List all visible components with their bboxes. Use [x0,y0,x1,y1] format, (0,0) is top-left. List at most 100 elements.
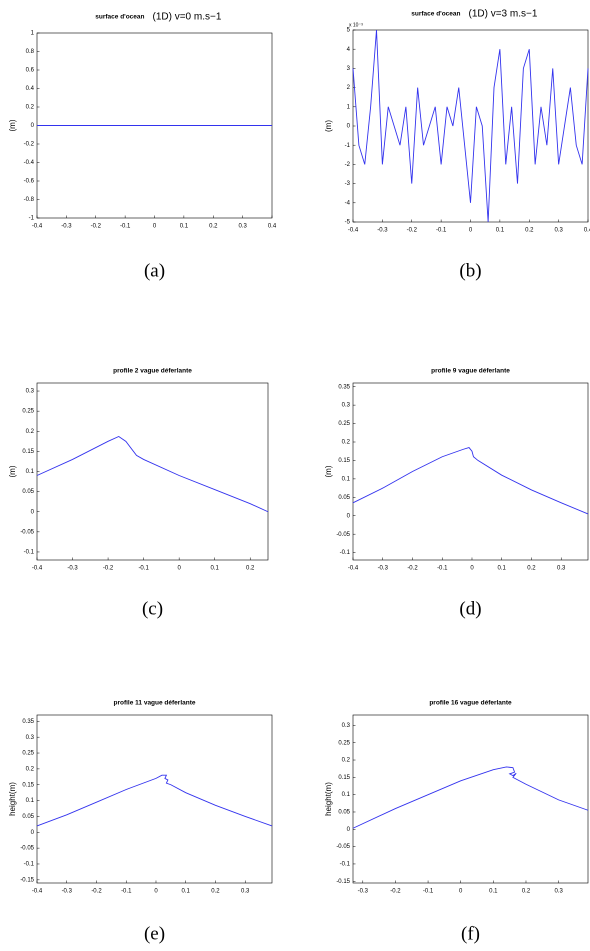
x-tick-label: -0.3 [67,566,78,572]
y-tick-label: 0.15 [338,775,350,781]
x-tick-label: 0.2 [246,566,255,572]
y-tick-label: 5 [347,28,351,34]
x-tick-label: -0.4 [32,224,43,230]
chart-subtitle: (1D) v=0 m.s−1 [153,12,222,23]
data-line [352,29,589,223]
y-tick-label: 0.1 [342,792,351,798]
x-tick-label: -0.3 [377,228,388,234]
axes-box [36,714,273,884]
x-tick-label: 0.2 [209,224,218,230]
x-tick-label: -0.2 [91,889,102,895]
y-tick-label: 2 [347,85,351,91]
chart-title: profile 9 vague déferlante [431,368,510,375]
y-tick-label: 0.8 [26,49,35,55]
y-tick-label: 0.25 [338,421,350,427]
y-tick-label: 1 [31,31,35,37]
y-tick-label: 0.05 [338,495,350,501]
y-tick-label: -0.05 [336,532,350,538]
chart-title: profile 11 vague déferlante [113,700,195,707]
y-tick-label: -0.05 [336,844,350,850]
y-tick-label: -4 [345,200,351,206]
y-tick-label: -3 [345,181,351,187]
y-tick-label: 0.2 [342,440,351,446]
y-multiplier: x 10⁻³ [349,22,363,28]
y-tick-label: 0.2 [26,429,35,435]
y-tick-label: -0.15 [336,879,350,885]
x-tick-label: 0 [469,228,473,234]
y-tick-label: 0.2 [26,766,35,772]
y-tick-label: -0.05 [20,529,34,535]
y-tick-label: 0.25 [22,409,34,415]
y-tick-label: 0.05 [22,814,34,820]
y-tick-label: -1 [29,216,35,222]
y-tick-label: -2 [345,162,351,168]
y-tick-label: -0.1 [340,550,351,556]
y-tick-label: 0.2 [342,758,351,764]
y-axis-label: height(m) [8,782,17,816]
data-line [36,774,273,827]
x-tick-label: -0.2 [407,566,418,572]
y-tick-label: -0.1 [24,862,35,868]
y-tick-label: 0.05 [338,810,350,816]
y-tick-label: 0 [31,830,35,836]
y-tick-label: -5 [345,220,351,226]
x-tick-label: -0.1 [436,228,447,234]
x-tick-label: 0.3 [554,228,563,234]
x-tick-label: 0.1 [498,566,507,572]
y-tick-label: 0.1 [26,469,35,475]
x-tick-label: 0 [153,224,157,230]
y-tick-label: 4 [347,47,351,53]
y-tick-label: 1 [347,104,351,110]
panel-caption: (c) [142,598,163,619]
x-tick-label: 0 [470,566,474,572]
axes-box [352,29,589,223]
axes-box [352,714,589,884]
x-tick-label: -0.4 [32,889,43,895]
y-tick-label: 0.25 [22,751,34,757]
y-tick-label: 0.2 [26,105,35,111]
y-axis-label: (m) [8,465,17,477]
x-tick-label: -0.3 [378,566,389,572]
x-tick-label: -0.3 [62,889,73,895]
y-tick-label: -0.1 [340,862,351,868]
y-tick-label: 0.3 [26,389,35,395]
y-tick-label: 0.15 [338,458,350,464]
y-tick-label: -0.8 [24,197,35,203]
y-tick-label: 0 [31,509,35,515]
chart-title: surface d'ocean [411,11,460,18]
y-axis-label: (m) [324,465,333,477]
data-line [352,447,589,515]
x-tick-label: -0.1 [120,224,131,230]
y-tick-label: 0.3 [342,403,351,409]
x-tick-label: -0.4 [348,228,359,234]
y-tick-label: -0.2 [24,142,35,148]
x-tick-label: 0.3 [241,889,250,895]
y-tick-label: 0.25 [338,740,350,746]
y-tick-label: -0.15 [20,877,34,883]
x-tick-label: 0.2 [211,889,220,895]
y-axis-label: (m) [8,119,17,131]
x-tick-label: -0.1 [437,566,448,572]
y-tick-label: 0.4 [26,86,35,92]
x-tick-label: -0.2 [91,224,102,230]
x-tick-label: -0.2 [103,566,114,572]
y-tick-label: 0 [347,827,351,833]
data-line [36,435,269,513]
y-tick-label: 0.35 [338,384,350,390]
panel-caption: (a) [144,260,165,281]
y-tick-label: -0.6 [24,179,35,185]
x-tick-label: -0.1 [121,889,132,895]
y-tick-label: 0.3 [26,735,35,741]
x-tick-label: -0.3 [61,224,72,230]
y-tick-label: 0.1 [26,798,35,804]
x-tick-label: 0 [177,566,181,572]
x-tick-label: -0.1 [138,566,149,572]
panel-caption: (f) [461,923,480,944]
x-tick-label: 0.3 [557,566,566,572]
y-tick-label: -1 [345,143,351,149]
x-tick-label: 0.3 [238,224,247,230]
panel-caption: (e) [144,923,165,944]
axes-box [36,382,269,561]
y-axis-label: (m) [324,120,333,132]
panel-caption: (b) [459,260,481,281]
